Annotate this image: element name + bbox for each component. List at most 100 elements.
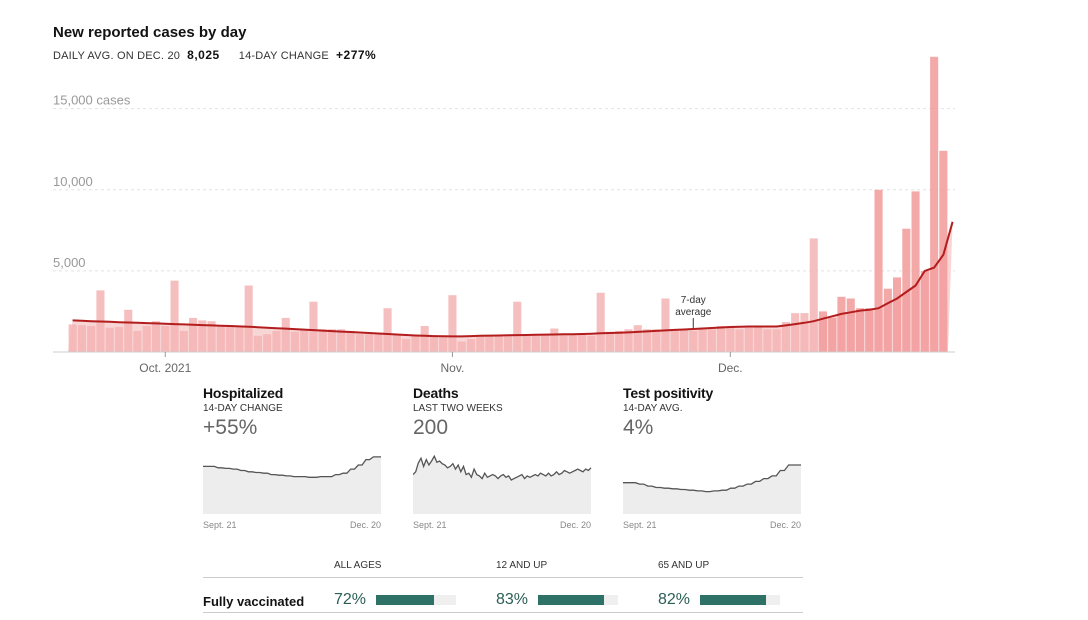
case-bar [402,339,411,352]
case-bar [300,330,309,352]
case-bar [680,329,689,352]
test-positivity-sparkline: Sept. 21 Dec. 20 [623,464,801,530]
case-bar [624,329,633,352]
case-bar [735,329,744,352]
chart-title: New reported cases by day [53,24,247,41]
case-bar [791,313,800,352]
case-bar [883,288,892,352]
case-bar [392,335,401,352]
case-bar [707,329,716,352]
case-bar [596,292,605,352]
case-bar [504,335,513,352]
sparkline-line [413,454,592,481]
vax-cell-65-and-up: 82% [658,591,780,609]
x-tick-label: Nov. [441,361,465,375]
sparkline-start-label: Sept. 21 [203,520,237,530]
deaths-sparkline: Sept. 21 Dec. 20 [413,454,592,530]
vax-bar-65-and-up [700,595,766,605]
case-bar [420,326,429,352]
y-tick-label: 5,000 [53,255,86,270]
case-bar [809,238,818,352]
sparkline-area [203,456,381,514]
case-bar [114,326,123,352]
case-bar [374,332,383,352]
case-bar [235,326,244,352]
header-65-and-up: 65 AND UP [658,560,710,571]
sparkline-end-label: Dec. 20 [350,520,381,530]
case-bar [328,329,337,352]
case-bar [642,329,651,352]
test-positivity-title: Test positivity [623,385,714,401]
vaccination-table: ALL AGES 12 AND UP 65 AND UP Fully vacci… [203,558,803,613]
case-bar [68,324,77,352]
case-bar [494,335,503,352]
case-bar [828,317,837,352]
vax-bar-12-and-up [538,595,605,605]
case-bar [439,337,448,352]
vax-cell-all-ages: 72% [334,591,456,609]
case-bar [142,326,151,352]
deaths-panel: Deaths LAST TWO WEEKS 200 Sept. 21 Dec. 2… [413,385,598,532]
case-bar [717,326,726,352]
x-tick-label: Oct. 2021 [139,361,191,375]
case-bar [578,333,587,352]
vax-pct-65-and-up: 82% [658,591,691,608]
hospitalized-subtitle: 14-DAY CHANGE [203,403,283,414]
vax-pct-12-and-up: 83% [496,591,529,608]
deaths-value: 200 [413,416,449,439]
case-bar [559,335,568,352]
case-bar [772,329,781,352]
case-bar [281,317,290,352]
case-bar [800,313,809,352]
case-bar [198,320,207,352]
case-bar [355,334,364,352]
case-bar [670,329,679,352]
annotation-label: 7-day [681,295,706,306]
case-bar [689,330,698,352]
change-value: +277% [336,48,377,62]
case-bar [457,341,466,352]
fully-vaccinated-label: Fully vaccinated [203,594,305,609]
case-bar [568,335,577,352]
case-bar [893,277,902,352]
sparkline-area [623,465,801,514]
case-bar [522,335,531,352]
y-tick-label: 10,000 [53,174,93,189]
hospitalized-sparkline: Sept. 21 Dec. 20 [203,456,381,530]
case-bar [541,334,550,352]
vax-bar-all-ages [376,595,434,605]
case-bar [77,325,86,352]
case-bar [902,228,911,352]
cases-chart: 5,000 10,000 15,000 cases Oct. 2021 Nov. Dec.… [53,56,955,375]
case-bar [726,327,735,352]
case-bar [263,334,272,352]
case-bar [152,321,161,352]
vaccination-row: Fully vaccinated 72% 83% 82% [203,578,803,613]
case-bar [818,311,827,352]
sparkline-line [623,464,801,493]
header-12-and-up: 12 AND UP [496,560,548,571]
case-bar [290,331,299,352]
case-bar [531,335,540,352]
summary-line: DAILY AVG. ON DEC. 20 8,025 14-DAY CHANG… [53,48,392,62]
case-bar [170,280,179,352]
case-bar [105,327,114,352]
case-bar [513,301,522,352]
case-bar [856,308,865,352]
hospitalized-value: +55% [203,416,258,439]
case-bar [411,335,420,352]
hospitalized-panel: Hospitalized 14-DAY CHANGE +55% Sept. 21… [203,385,388,532]
sparkline-start-label: Sept. 21 [413,520,447,530]
case-bar [652,329,661,352]
sparkline-start-label: Sept. 21 [623,520,657,530]
avg-line [72,221,954,338]
vax-pct-all-ages: 72% [334,591,367,608]
case-bar [318,329,327,352]
case-bar [244,285,253,352]
case-bar [874,189,883,352]
case-bar [846,298,855,352]
case-bar [698,327,707,352]
header-all-ages: ALL AGES [334,560,382,571]
case-bar [207,321,216,352]
case-bar [605,331,614,352]
